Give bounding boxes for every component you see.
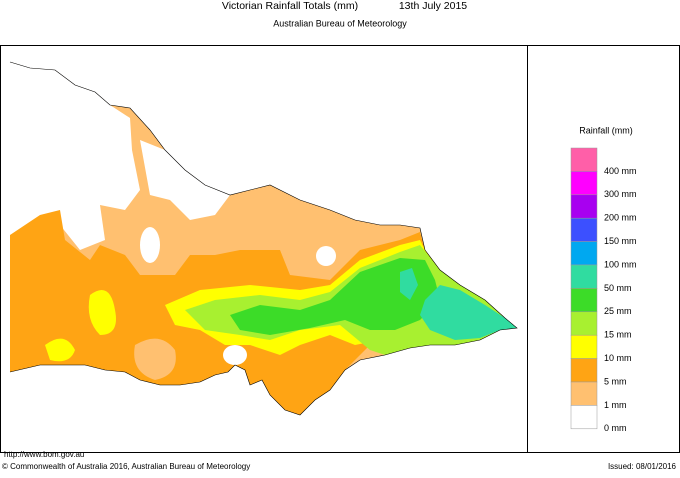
map bbox=[9, 61, 518, 416]
legend: 400 mm 300 mm 200 mm 150 mm 100 mm 50 mm 25 mm… bbox=[570, 147, 637, 433]
url: http://www.bom.gov.au bbox=[4, 450, 84, 459]
legend-label: 400 mm bbox=[604, 166, 637, 176]
legend-label: 0 mm bbox=[604, 423, 627, 433]
legend-swatch bbox=[570, 381, 598, 406]
legend-swatch bbox=[570, 171, 598, 196]
legend-swatch bbox=[570, 405, 598, 430]
legend-label: 25 mm bbox=[604, 306, 632, 316]
area-10mm-w bbox=[88, 290, 116, 335]
legend-label: 15 mm bbox=[604, 330, 632, 340]
legend-swatch bbox=[570, 358, 598, 383]
legend-label: 1 mm bbox=[604, 400, 627, 410]
area-25mm bbox=[230, 258, 440, 335]
legend-swatch bbox=[570, 241, 598, 266]
date: 13th July 2015 bbox=[399, 0, 467, 12]
subtitle: Australian Bureau of Meteorology bbox=[273, 18, 407, 28]
legend-label: 100 mm bbox=[604, 259, 637, 269]
legend-swatch bbox=[570, 194, 598, 219]
legend-label: 5 mm bbox=[604, 376, 627, 386]
legend-label: 150 mm bbox=[604, 236, 637, 246]
white-spot bbox=[316, 246, 336, 266]
legend-swatch bbox=[570, 217, 598, 242]
area-50mm-n bbox=[400, 268, 418, 300]
white-spot bbox=[140, 227, 160, 263]
legend-label: 10 mm bbox=[604, 353, 632, 363]
copyright: © Commonwealth of Australia 2016, Austra… bbox=[2, 462, 250, 471]
legend-swatch bbox=[570, 147, 598, 172]
legend-swatch bbox=[570, 311, 598, 336]
area-1mm-sw bbox=[134, 338, 176, 380]
state-outline bbox=[9, 61, 518, 416]
issued: Issued: 08/01/2016 bbox=[608, 462, 677, 471]
title: Victorian Rainfall Totals (mm) bbox=[222, 0, 358, 12]
white-nw bbox=[10, 62, 140, 250]
legend-swatch bbox=[570, 264, 598, 289]
legend-title: Rainfall (mm) bbox=[579, 125, 633, 135]
legend-label: 50 mm bbox=[604, 283, 632, 293]
legend-swatch bbox=[570, 334, 598, 359]
legend-label: 200 mm bbox=[604, 213, 637, 223]
area-10mm-sw bbox=[45, 338, 75, 362]
legend-label: 300 mm bbox=[604, 189, 637, 199]
white-mid bbox=[140, 140, 230, 220]
area-50mm bbox=[420, 285, 517, 340]
port-phillip bbox=[223, 345, 247, 365]
legend-swatch bbox=[570, 288, 598, 313]
